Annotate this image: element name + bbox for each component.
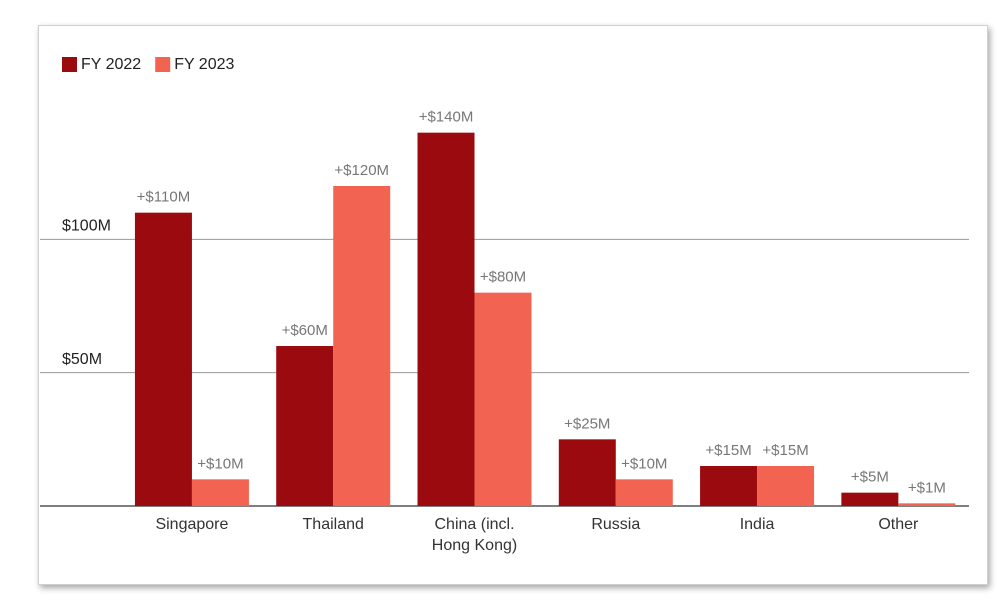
value-label: +$80M bbox=[480, 269, 526, 286]
bar bbox=[333, 186, 391, 506]
x-tick-label: Russia bbox=[591, 516, 641, 533]
bar bbox=[898, 503, 956, 506]
bar bbox=[841, 492, 899, 506]
value-label: +$140M bbox=[419, 109, 474, 126]
bar bbox=[757, 466, 815, 506]
x-tick-label: Singapore bbox=[155, 516, 229, 533]
value-label: +$5M bbox=[851, 469, 889, 486]
value-label: +$10M bbox=[621, 455, 667, 472]
legend-label: FY 2023 bbox=[174, 56, 234, 73]
bar bbox=[134, 212, 192, 506]
value-label: +$10M bbox=[197, 455, 243, 472]
value-label: +$120M bbox=[334, 162, 389, 179]
x-tick-label: Other bbox=[878, 516, 919, 533]
value-label: +$1M bbox=[908, 479, 946, 496]
x-tick-label: China (incl. Hong Kong) bbox=[431, 516, 518, 554]
bar bbox=[474, 292, 532, 506]
bar bbox=[276, 346, 334, 506]
legend-label: FY 2022 bbox=[81, 56, 141, 73]
value-label: +$25M bbox=[564, 415, 610, 432]
bar bbox=[417, 132, 475, 506]
x-tick-label: Thailand bbox=[302, 516, 364, 533]
legend-swatch bbox=[155, 57, 171, 72]
x-tick-label: India bbox=[739, 516, 775, 533]
legend-swatch bbox=[62, 57, 77, 72]
y-tick-label: $100M bbox=[62, 218, 111, 235]
value-label: +$15M bbox=[762, 442, 808, 459]
bar bbox=[191, 479, 249, 506]
bar bbox=[558, 439, 616, 506]
bar bbox=[615, 479, 673, 506]
value-label: +$60M bbox=[282, 322, 328, 339]
value-label: +$15M bbox=[705, 442, 751, 459]
bar bbox=[700, 466, 758, 506]
y-tick-label: $50M bbox=[62, 351, 102, 368]
value-label: +$110M bbox=[137, 189, 191, 206]
